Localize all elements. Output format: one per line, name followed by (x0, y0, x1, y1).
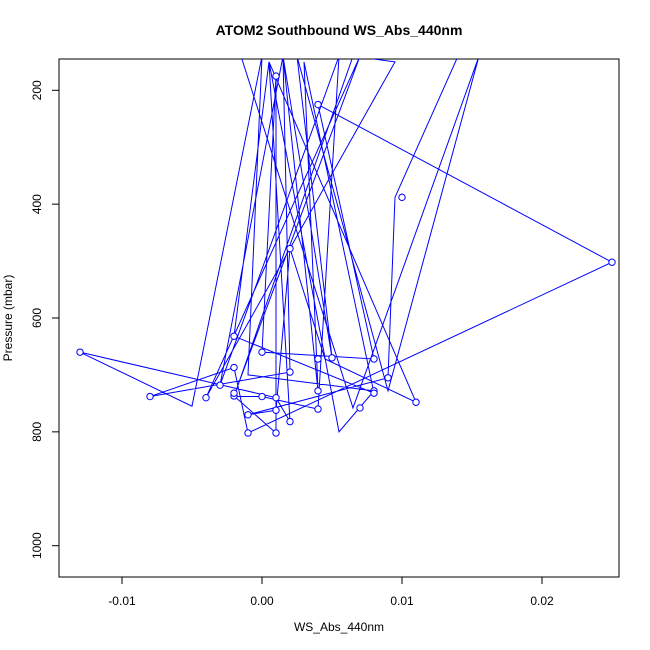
data-point (202, 393, 210, 402)
plot-frame (58, 58, 620, 578)
data-point (146, 392, 154, 401)
data-point (272, 429, 280, 437)
data-point (398, 193, 406, 202)
data-point (272, 393, 280, 402)
x-tick-label: 0.02 (530, 594, 554, 608)
data-point (356, 404, 364, 412)
data-point (244, 429, 252, 437)
data-point (314, 387, 322, 395)
data-point (370, 355, 378, 363)
data-point (328, 354, 336, 362)
x-axis: -0.01 0.00 0.01 0.02 (108, 576, 554, 608)
data-point (286, 417, 294, 426)
y-axis-label: Pressure (mbar) (1, 275, 15, 362)
data-point (216, 381, 224, 389)
data-point (314, 100, 322, 109)
y-tick-label: 600 (30, 308, 44, 328)
data-point (286, 244, 294, 253)
data-point (230, 363, 238, 372)
data-point (412, 398, 420, 406)
data-point (258, 348, 266, 356)
data-point (384, 374, 392, 382)
y-tick-label: 800 (30, 422, 44, 442)
chart-title: ATOM2 Southbound WS_Abs_440nm (216, 22, 463, 38)
y-tick-label: 200 (30, 80, 44, 100)
data-point (258, 392, 266, 401)
data-point (370, 389, 378, 397)
data-point (314, 405, 322, 413)
x-tick-label: 0.01 (390, 594, 414, 608)
data-point (244, 411, 252, 419)
data-point (286, 368, 294, 376)
x-tick-label: 0.00 (250, 594, 274, 608)
data-point (230, 332, 238, 340)
data-point (272, 72, 280, 80)
data-point (272, 406, 280, 414)
series-line (79, 59, 614, 435)
data-point (608, 258, 616, 266)
data-point (230, 389, 238, 397)
y-axis: 200 400 600 800 1000 (30, 80, 60, 559)
y-tick-label: 400 (30, 194, 44, 214)
x-axis-label: WS_Abs_440nm (294, 620, 384, 634)
data-point (314, 355, 322, 363)
data-point (76, 348, 84, 356)
y-tick-label: 1000 (30, 532, 44, 559)
x-tick-label: -0.01 (108, 594, 136, 608)
data-layer (76, 59, 616, 437)
